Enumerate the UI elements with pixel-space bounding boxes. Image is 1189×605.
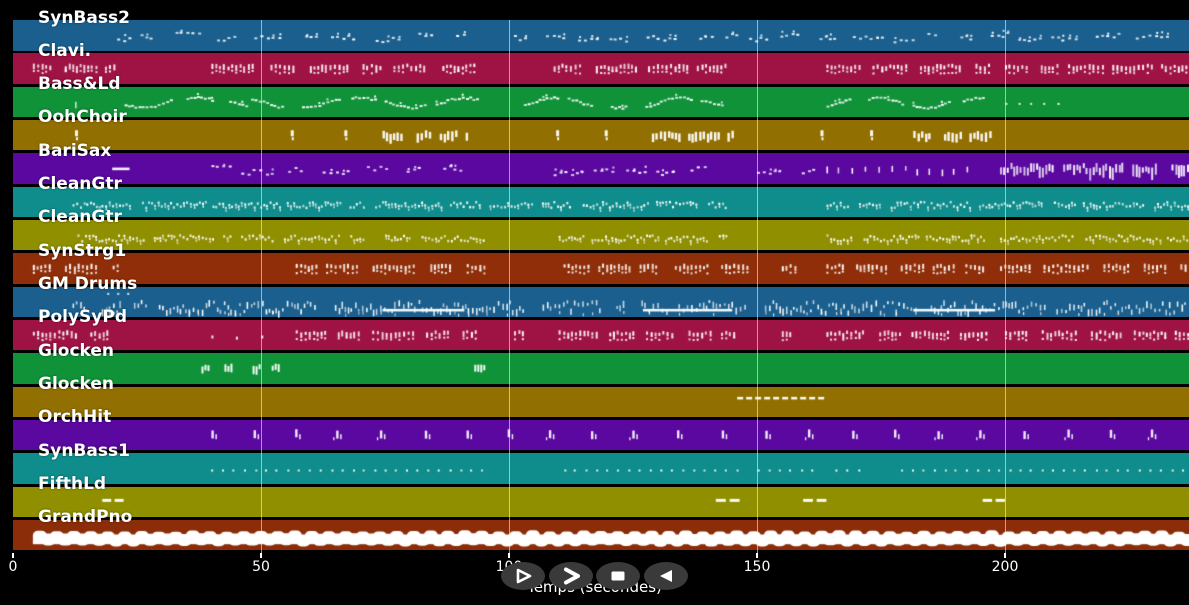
track-label: FifthLd (38, 474, 107, 495)
forward-button[interactable] (549, 562, 593, 590)
track-label: OohChoir (38, 107, 127, 128)
track-label: Bass&Ld (38, 74, 121, 95)
track-label: PolySyPd (38, 307, 128, 328)
play-icon (516, 568, 532, 584)
play-button[interactable] (501, 562, 545, 590)
track-label: OrchHit (38, 407, 112, 428)
track-label: CleanGtr (38, 174, 122, 195)
x-tick (756, 553, 758, 558)
rewind-button[interactable] (644, 562, 688, 590)
track-label: CleanGtr (38, 207, 122, 228)
forward-icon (564, 567, 580, 585)
track-label: GM Drums (38, 274, 138, 295)
x-tick (260, 553, 262, 558)
x-tick-label: 0 (8, 559, 18, 575)
stop-button[interactable] (596, 562, 640, 590)
track-label: SynBass1 (38, 440, 130, 461)
track-label: GrandPno (38, 507, 133, 528)
track-label: Clavi. (38, 40, 92, 61)
x-tick (1004, 553, 1006, 558)
x-axis-title: Temps (secondes) (527, 578, 662, 596)
x-tick-label: 150 (743, 559, 771, 575)
x-tick (12, 553, 14, 558)
notes-canvas (13, 20, 1189, 554)
track-label: Glocken (38, 374, 115, 395)
track-label: Glocken (38, 340, 115, 361)
track-label: SynBass2 (38, 7, 130, 28)
track-label: BariSax (38, 140, 112, 161)
x-tick (508, 553, 510, 558)
track-label: SynStrg1 (38, 240, 127, 261)
x-tick-label: 200 (991, 559, 1019, 575)
x-tick-label: 50 (252, 559, 270, 575)
rewind-icon (660, 570, 672, 582)
stop-icon (611, 571, 625, 581)
